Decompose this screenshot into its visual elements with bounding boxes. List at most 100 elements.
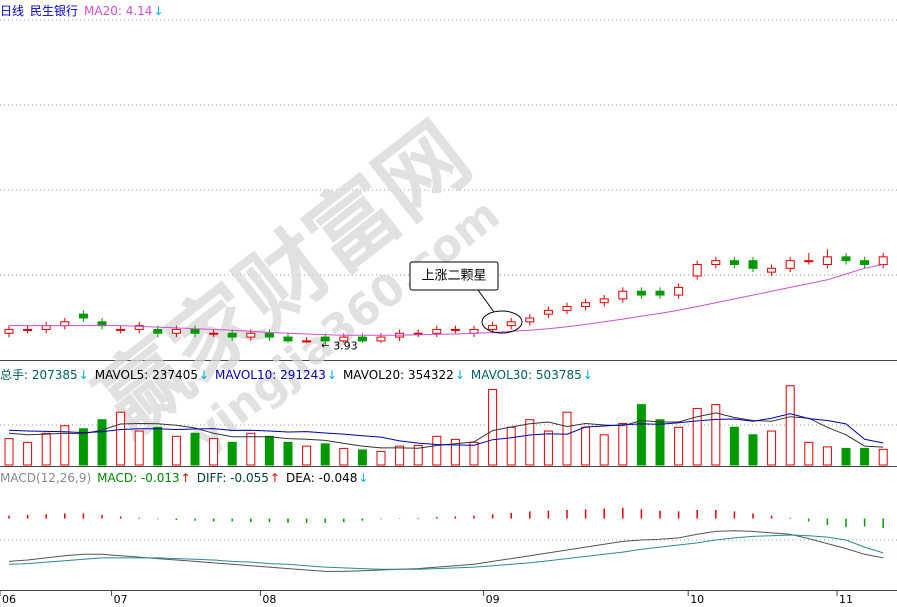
candle-body bbox=[190, 328, 200, 334]
volume-header: 总手: 207385↓ MAVOL5: 237405↓ MAVOL10: 29124… bbox=[0, 366, 599, 383]
price-header: 日线 民生银行 MA20: 4.14↓ bbox=[0, 2, 170, 19]
volume-bar bbox=[767, 430, 777, 466]
volume-bar bbox=[413, 444, 423, 466]
header-item: MAVOL30: 503785 bbox=[470, 368, 582, 382]
candle-body bbox=[432, 328, 442, 334]
volume-bar bbox=[878, 448, 888, 466]
marks: 06 07 08 09 10 11 ← 3.93 bbox=[0, 249, 888, 606]
header-item: MAVOL5: 237405 bbox=[94, 368, 198, 382]
candle-body bbox=[23, 328, 33, 331]
callout-pointer bbox=[477, 289, 495, 313]
dea-line bbox=[8, 534, 884, 570]
header-item: DIFF: -0.055 bbox=[196, 471, 269, 485]
header-arrow: ↓ bbox=[454, 368, 465, 382]
volume-bar bbox=[674, 426, 684, 466]
volume-bar bbox=[692, 407, 702, 466]
header-item: MA20: 4.14 bbox=[84, 4, 153, 18]
candle-body bbox=[264, 332, 274, 338]
candle-body bbox=[506, 321, 516, 327]
candle-body bbox=[4, 328, 14, 334]
x-tick-label: 11 bbox=[839, 593, 853, 606]
candle-body bbox=[339, 336, 349, 342]
x-tick-label: 09 bbox=[486, 593, 500, 606]
x-tick-label: 10 bbox=[690, 593, 704, 606]
callout-ellipse bbox=[481, 310, 523, 334]
candle-body bbox=[320, 336, 330, 342]
candle-body bbox=[153, 328, 163, 334]
candle-body bbox=[302, 340, 312, 343]
volume-bar bbox=[320, 443, 330, 466]
volume-bar bbox=[506, 426, 516, 466]
header-arrow: ↓ bbox=[198, 368, 210, 382]
header-arrow: ↑ bbox=[269, 471, 280, 485]
volume-bar bbox=[339, 447, 349, 466]
header-arrow: ↓ bbox=[153, 4, 164, 18]
candle-body bbox=[134, 325, 144, 330]
volume-bar bbox=[97, 419, 107, 466]
candle-body bbox=[860, 260, 870, 265]
ma20-line bbox=[9, 264, 884, 336]
volume-bar bbox=[804, 441, 814, 466]
low-annotation: 3.93 bbox=[333, 340, 358, 353]
volume-bar bbox=[41, 432, 51, 466]
x-tick-label: 08 bbox=[262, 593, 276, 606]
callout-text: 上涨二颗星 bbox=[421, 269, 486, 284]
volume-bar bbox=[581, 426, 591, 466]
candle-body bbox=[822, 256, 832, 265]
candle-body bbox=[116, 328, 126, 331]
volume-bar bbox=[376, 450, 386, 466]
volume-bar bbox=[116, 411, 126, 466]
candle-body bbox=[748, 260, 758, 269]
volume-bar bbox=[636, 404, 646, 466]
volume-bar bbox=[860, 447, 870, 466]
candle-body bbox=[711, 260, 721, 265]
candle-body bbox=[674, 286, 684, 296]
volume-bar bbox=[543, 430, 553, 466]
candle-body bbox=[413, 332, 423, 335]
volume-bar bbox=[785, 385, 795, 466]
volume-bar bbox=[488, 389, 498, 466]
candle-body bbox=[729, 260, 739, 265]
candle-body bbox=[357, 336, 367, 342]
volume-bar bbox=[60, 425, 70, 466]
volume-bar bbox=[432, 435, 442, 466]
candle-body bbox=[97, 321, 107, 327]
volume-bar bbox=[134, 430, 144, 466]
volume-bar bbox=[655, 419, 665, 466]
volume-bar bbox=[562, 411, 572, 466]
macd-header: MACD(12,26,9) MACD: -0.013↑ DIFF: -0.055↑ D… bbox=[0, 471, 374, 485]
volume-bar bbox=[153, 426, 163, 466]
volume-bar bbox=[599, 434, 609, 466]
candle-body bbox=[785, 260, 795, 269]
volume-bar bbox=[822, 446, 832, 466]
volume-bar bbox=[357, 449, 367, 466]
candle-body bbox=[171, 328, 181, 334]
candle-body bbox=[655, 290, 665, 296]
candle-body bbox=[878, 256, 888, 265]
candle-body bbox=[450, 328, 460, 331]
candle-body bbox=[767, 267, 777, 273]
candle-body bbox=[692, 263, 702, 277]
header-item: MAVOL20: 354322 bbox=[342, 368, 454, 382]
candle-body bbox=[227, 332, 237, 338]
volume-bar bbox=[748, 434, 758, 466]
volume-bar bbox=[23, 441, 33, 466]
watermark: 赢家财富网 yingjia360.com bbox=[79, 103, 510, 461]
volume-bar bbox=[395, 445, 405, 466]
candle-body bbox=[246, 332, 256, 338]
x-tick-label: 06 bbox=[2, 593, 16, 606]
header-item: MAVOL10: 291243 bbox=[215, 368, 326, 382]
header-item: 总手: 207385 bbox=[0, 368, 78, 382]
volume-bar bbox=[729, 426, 739, 466]
candle-body bbox=[841, 256, 851, 262]
candle-body bbox=[636, 290, 646, 296]
volume-bar bbox=[227, 441, 237, 466]
volume-bar bbox=[246, 432, 256, 466]
candle-body bbox=[283, 336, 293, 342]
candle-body bbox=[543, 309, 553, 315]
volume-bar bbox=[302, 445, 312, 466]
header-item: MACD(12,26,9) bbox=[0, 471, 92, 485]
low-marker-arrow: ← bbox=[321, 341, 329, 352]
